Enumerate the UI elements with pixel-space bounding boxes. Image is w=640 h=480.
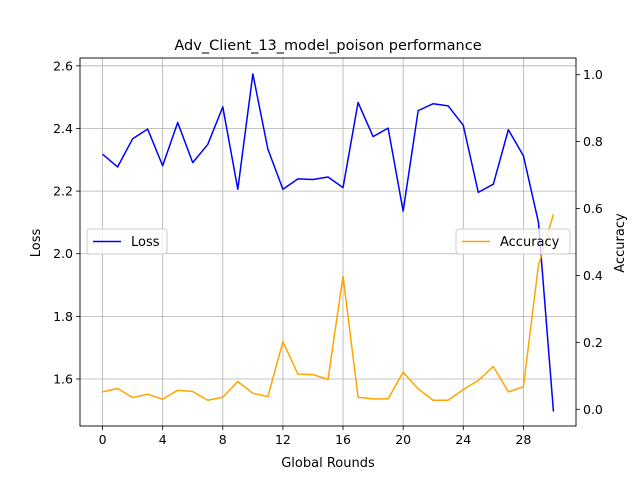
y-left-tick-label: 1.8 [53,309,73,324]
x-tick-label: 20 [395,432,411,447]
y-right-tick-label: 0.4 [583,268,603,283]
y-right-tick-label: 1.0 [583,67,603,82]
y-left-tick-label: 2.2 [53,184,73,199]
y-axis-right: 0.0 0.2 0.4 0.6 0.8 1.0 [576,67,603,417]
y-left-tick-label: 2.6 [53,58,73,73]
legend-loss: Loss [86,228,168,255]
chart-title: Adv_Client_13_model_poison performance [174,38,481,54]
x-tick-label: 28 [515,432,531,447]
y-left-tick-label: 2.4 [53,121,73,136]
y-right-tick-label: 0.0 [583,402,603,417]
x-tick-label: 0 [99,432,107,447]
x-axis: 0 4 8 12 16 20 24 28 [99,426,531,447]
legend-accuracy-label: Accuracy [500,235,560,250]
y-left-tick-label: 2.0 [53,246,73,261]
legend-accuracy: Accuracy [455,228,571,255]
y-right-tick-label: 0.6 [583,201,603,216]
legend-accuracy-frame [455,228,571,255]
series-lines [102,73,555,412]
plot-frame [79,57,577,427]
x-tick-label: 12 [275,432,291,447]
y-left-tick-label: 1.6 [53,372,73,387]
series-line-accuracy [102,214,555,401]
y-axis-left: 1.6 1.8 2.0 2.2 2.4 2.6 [53,58,80,387]
y-axis-left-label: Loss [29,229,44,258]
series-line-loss [102,73,555,412]
y-right-tick-label: 0.8 [583,134,603,149]
x-axis-label: Global Rounds [281,456,375,471]
legend-loss-label: Loss [131,235,160,250]
y-axis-right-label: Accuracy [613,213,628,273]
y-right-tick-label: 0.2 [583,335,603,350]
x-tick-label: 4 [159,432,167,447]
x-tick-label: 16 [335,432,351,447]
legend-loss-frame [86,228,168,255]
x-tick-label: 8 [219,432,227,447]
x-tick-label: 24 [455,432,471,447]
